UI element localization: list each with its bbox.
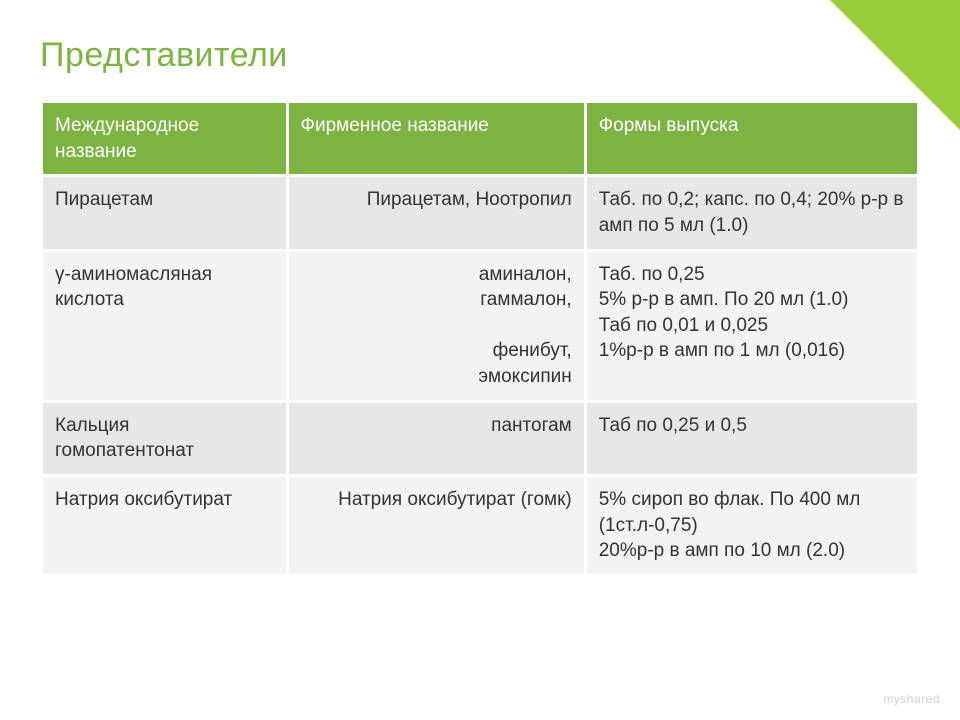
table-row: Кальция гомопатентонат пантогам Таб по 0… xyxy=(42,401,919,475)
table-row: Пирацетам Пирацетам, Ноотропил Таб. по 0… xyxy=(42,176,919,250)
cell-intl: γ-аминомасляная кислота xyxy=(42,250,288,401)
cell-form: Таб. по 0,2; капс. по 0,4; 20% р-р в амп… xyxy=(585,176,918,250)
slide: Представители Международное название Фир… xyxy=(0,0,960,720)
col-header-brand: Фирменное название xyxy=(287,102,585,176)
cell-brand: пантогам xyxy=(287,401,585,475)
col-header-form: Формы выпуска xyxy=(585,102,918,176)
cell-form: 5% сироп во флак. По 400 мл (1ст.л-0,75)… xyxy=(585,476,918,576)
slide-title: Представители xyxy=(40,36,288,75)
cell-brand: Пирацетам, Ноотропил xyxy=(287,176,585,250)
cell-brand: аминалон,гаммалон, фенибут,эмоксипин xyxy=(287,250,585,401)
table-header-row: Международное название Фирменное названи… xyxy=(42,102,919,176)
footer-logo: myshared xyxy=(883,692,940,706)
table-wrapper: Международное название Фирменное названи… xyxy=(40,100,920,577)
cell-intl: Пирацетам xyxy=(42,176,288,250)
cell-intl: Кальция гомопатентонат xyxy=(42,401,288,475)
table-row: Натрия оксибутират Натрия оксибутират (г… xyxy=(42,476,919,576)
drug-table: Международное название Фирменное названи… xyxy=(40,100,920,577)
cell-form: Таб. по 0,255% р-р в амп. По 20 мл (1.0)… xyxy=(585,250,918,401)
cell-brand: Натрия оксибутират (гомк) xyxy=(287,476,585,576)
table-row: γ-аминомасляная кислота аминалон,гаммало… xyxy=(42,250,919,401)
cell-form: Таб по 0,25 и 0,5 xyxy=(585,401,918,475)
cell-intl: Натрия оксибутират xyxy=(42,476,288,576)
col-header-intl: Международное название xyxy=(42,102,288,176)
